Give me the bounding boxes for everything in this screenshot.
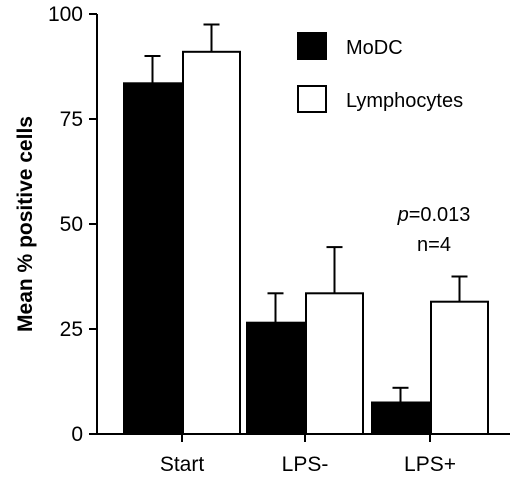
bar-lymphocytes [182, 50, 241, 436]
x-tick-label: LPS- [282, 453, 329, 476]
y-tick-label: 0 [71, 423, 83, 446]
y-tick-label: 75 [60, 108, 83, 131]
annotation-p-symbol: p [397, 204, 409, 226]
bar-modc [246, 321, 305, 436]
y-axis-label: Mean % positive cells [14, 116, 37, 332]
plot-area: 0 25 50 75 100 Start LPS- LPS+ [48, 3, 510, 476]
bar-lymphocytes [305, 292, 364, 435]
legend-swatch [297, 85, 327, 113]
legend-label: Lymphocytes [346, 90, 463, 112]
x-tick-label: LPS+ [404, 453, 456, 476]
bar-modc [123, 82, 182, 436]
annotation-n: n=4 [417, 234, 451, 256]
bar-lymphocytes [430, 300, 489, 436]
bar-modc [371, 401, 430, 435]
annotation-p-number: =0.013 [409, 204, 471, 226]
annotation-p-value: p=0.013 [397, 204, 471, 226]
y-tick-label: 100 [48, 3, 83, 26]
legend-swatch [297, 32, 327, 60]
y-tick-label: 25 [60, 318, 83, 341]
legend: MoDC Lymphocytes [297, 32, 463, 113]
y-tick-label: 50 [60, 213, 83, 236]
legend-label: MoDC [346, 37, 403, 59]
x-tick-label: Start [160, 453, 205, 476]
